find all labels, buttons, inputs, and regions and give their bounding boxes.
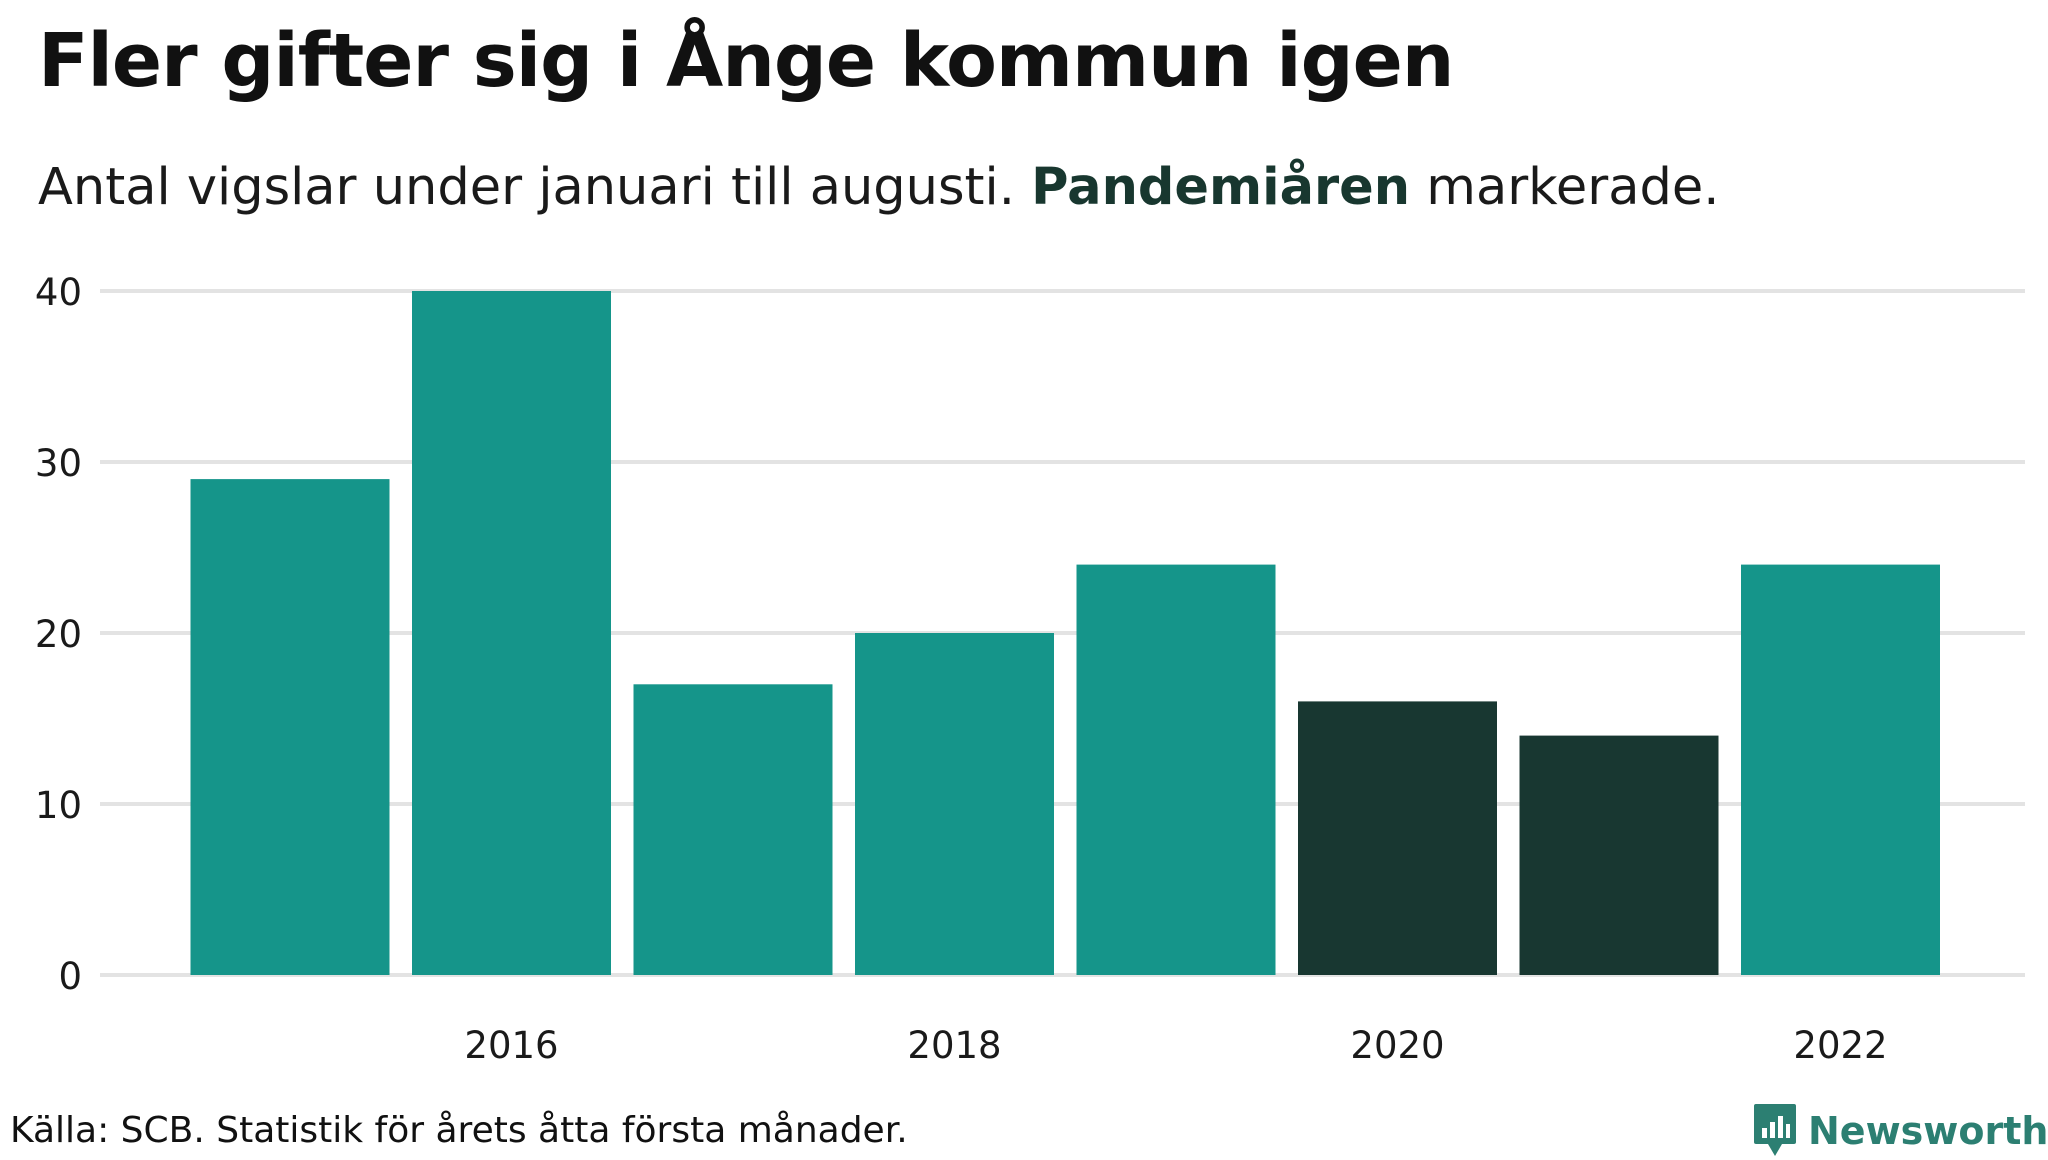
bar-2021	[1519, 735, 1719, 975]
x-axis-ticks: 2016 2018 2020 2022	[464, 1024, 1887, 1067]
y-tick-label: 10	[35, 784, 82, 827]
x-tick-label: 2022	[1793, 1024, 1887, 1067]
brand-logo[interactable]: Newsworthy	[1752, 1102, 2048, 1160]
x-tick-label: 2016	[464, 1024, 558, 1067]
y-tick-label: 40	[35, 271, 82, 314]
subtitle-highlight: Pandemiåren	[1031, 158, 1411, 217]
bar-2018	[855, 633, 1054, 975]
x-tick-label: 2020	[1350, 1024, 1444, 1067]
bar-2020	[1298, 701, 1497, 975]
bar-2019	[1076, 564, 1276, 975]
y-tick-label: 30	[35, 442, 82, 485]
chart-title: Fler gifter sig i Ånge kommun igen	[38, 18, 1454, 104]
bar-2017	[633, 684, 833, 975]
bar-2015	[190, 479, 390, 975]
x-tick-label: 2018	[907, 1024, 1001, 1067]
brand-name: Newsworthy	[1808, 1109, 2048, 1153]
bars	[190, 291, 1940, 975]
y-tick-label: 0	[58, 955, 82, 998]
y-axis-ticks: 0 10 20 30 40	[35, 271, 82, 998]
newsworthy-logo-icon	[1754, 1104, 1796, 1156]
subtitle-text: Antal vigslar under januari till augusti…	[38, 158, 1032, 217]
subtitle-text-end: markerade.	[1410, 158, 1720, 217]
chart-subtitle: Antal vigslar under januari till augusti…	[38, 158, 1719, 217]
y-tick-label: 20	[35, 613, 82, 656]
bar-2022	[1741, 564, 1940, 975]
bar-2016	[412, 291, 611, 975]
source-note: Källa: SCB. Statistik för årets åtta för…	[10, 1110, 908, 1151]
